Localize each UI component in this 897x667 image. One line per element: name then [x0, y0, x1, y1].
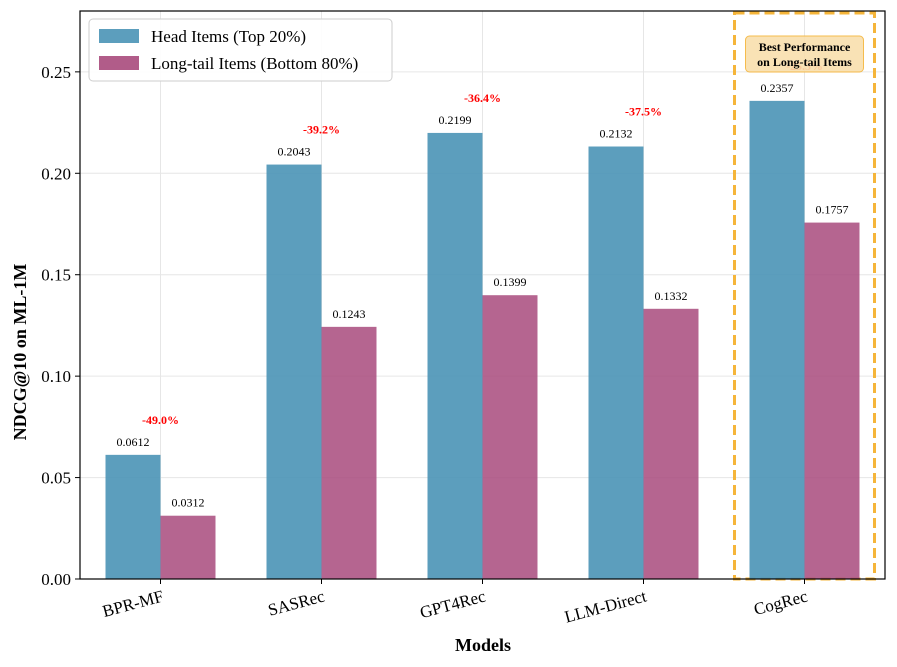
value-label-longtail: 0.1399 — [494, 275, 527, 289]
value-label-head: 0.2132 — [600, 127, 633, 141]
bar-longtail-sasrec — [321, 326, 377, 579]
bar-head-sasrec — [266, 164, 322, 579]
legend-swatch — [99, 56, 139, 70]
drop-percentage-label: -39.2% — [303, 123, 340, 137]
legend-swatch — [99, 29, 139, 43]
highlight-note-text: on Long-tail Items — [757, 55, 852, 69]
y-tick-label: 0.15 — [41, 266, 71, 285]
value-label-longtail: 0.1757 — [816, 203, 849, 217]
x-tick-label-gpt4rec: GPT4Rec — [418, 586, 488, 622]
x-axis-title: Models — [455, 635, 511, 655]
legend: Head Items (Top 20%) Long-tail Items (Bot… — [88, 18, 393, 82]
x-tick-label-sasrec: SASRec — [266, 586, 327, 619]
bar-longtail-cogrec — [804, 222, 860, 579]
value-label-head: 0.2199 — [439, 113, 472, 127]
bar-head-cogrec — [749, 100, 805, 579]
value-label-head: 0.0612 — [117, 435, 150, 449]
value-label-head: 0.2357 — [761, 81, 794, 95]
drop-percentage-label: -37.5% — [625, 105, 662, 119]
bar-longtail-gpt4rec — [482, 295, 538, 579]
y-tick-label: 0.20 — [41, 164, 71, 183]
y-axis-title: NDCG@10 on ML-1M — [10, 264, 30, 441]
bar-layer — [105, 100, 860, 579]
y-tick-label: 0.25 — [41, 63, 71, 82]
y-tick-label: 0.05 — [41, 469, 71, 488]
value-label-head: 0.2043 — [278, 145, 311, 159]
highlight-note-text: Best Performance — [759, 40, 851, 54]
highlight-layer — [733, 11, 876, 581]
x-tick-label-bpr-mf: BPR-MF — [100, 587, 165, 621]
label-layer: 0.0612 0.0312 -49.0% 0.2043 0.1243 -39.2% 0.21… — [117, 35, 864, 510]
value-label-longtail: 0.0312 — [172, 496, 205, 510]
x-tick-label-cogrec: CogRec — [752, 586, 810, 619]
legend-label: Head Items (Top 20%) — [151, 27, 306, 46]
highlight-note-box — [745, 35, 864, 73]
bar-head-gpt4rec — [427, 132, 483, 579]
x-tick-label-llm-direct: LLM-Direct — [562, 586, 648, 626]
highlight-box — [733, 11, 876, 581]
bar-head-bpr-mf — [105, 454, 161, 579]
y-tick-label: 0.10 — [41, 367, 71, 386]
bar-head-llm-direct — [588, 146, 644, 579]
bar-longtail-bpr-mf — [160, 515, 216, 579]
drop-percentage-label: -36.4% — [464, 91, 501, 105]
legend-label: Long-tail Items (Bottom 80%) — [151, 54, 358, 73]
value-label-longtail: 0.1332 — [655, 289, 688, 303]
bar-longtail-llm-direct — [643, 308, 699, 579]
value-label-longtail: 0.1243 — [333, 307, 366, 321]
y-tick-label: 0.00 — [41, 570, 71, 589]
drop-percentage-label: -49.0% — [142, 413, 179, 427]
legend-box — [88, 18, 393, 82]
